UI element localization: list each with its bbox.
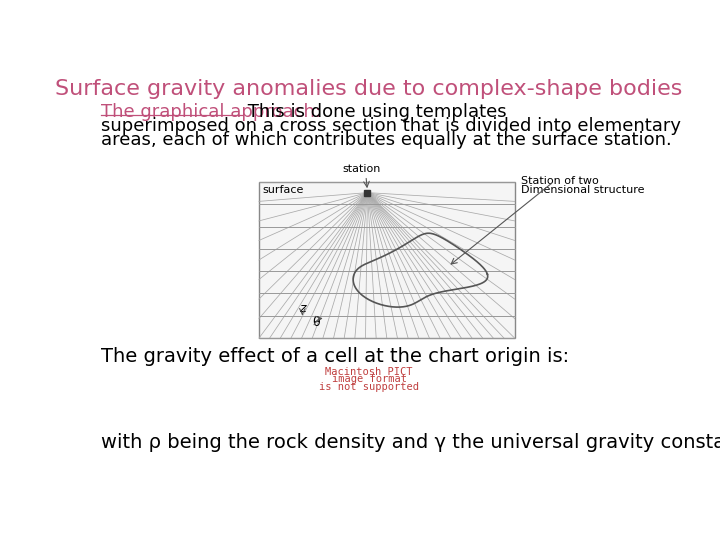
Text: The gravity effect of a cell at the chart origin is:: The gravity effect of a cell at the char… [101,347,569,366]
Text: surface: surface [262,185,303,195]
Text: station: station [342,164,380,174]
Text: This is done using templates: This is done using templates [242,103,507,122]
Text: areas, each of which contributes equally at the surface station.: areas, each of which contributes equally… [101,131,672,149]
Text: Dimensional structure: Dimensional structure [521,185,644,195]
Text: with ρ being the rock density and γ the universal gravity constant.: with ρ being the rock density and γ the … [101,433,720,452]
Text: Macintosh PICT: Macintosh PICT [325,367,413,376]
Text: Station of two: Station of two [521,176,598,186]
Bar [259,182,515,338]
Text: The graphical approach:: The graphical approach: [101,103,321,122]
Text: θ: θ [312,316,320,329]
Text: superimposed on a cross section that is divided into elementary: superimposed on a cross section that is … [101,117,681,135]
Text: image format: image format [331,374,407,384]
Text: is not supported: is not supported [319,382,419,392]
Text: Surface gravity anomalies due to complex-shape bodies: Surface gravity anomalies due to complex… [55,79,683,99]
Text: z: z [299,302,305,315]
